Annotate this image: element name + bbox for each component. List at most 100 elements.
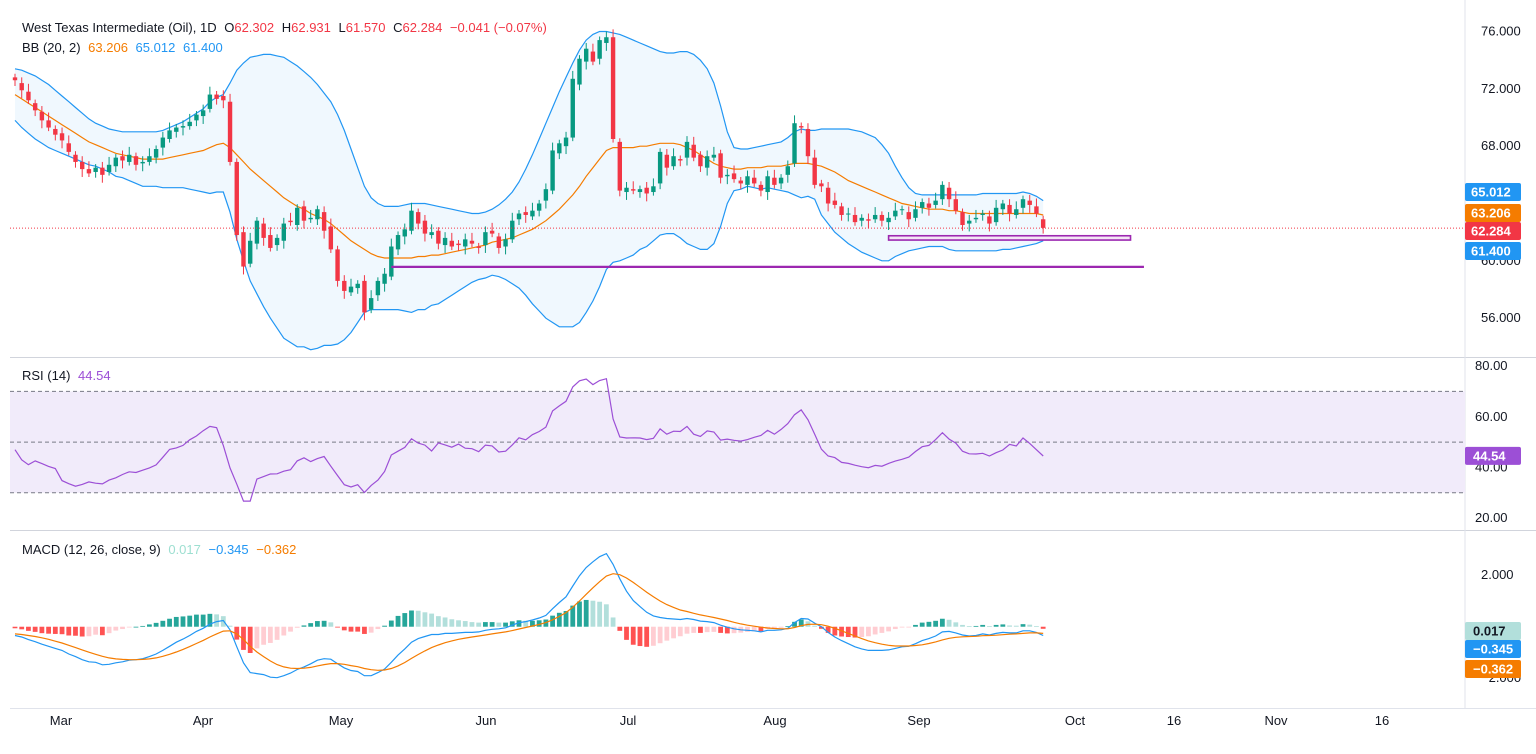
candle [953, 191, 958, 215]
macd-hist-bar [637, 626, 643, 647]
time-tick-label: Nov [1264, 713, 1288, 728]
macd-hist-bar [691, 626, 697, 633]
main-legend: West Texas Intermediate (Oil), 1D O62.30… [22, 19, 551, 37]
macd-hist-bar [718, 626, 723, 633]
symbol-title[interactable]: West Texas Intermediate (Oil), 1D [22, 20, 217, 35]
bb-basis-line [14, 94, 1044, 259]
candle [584, 42, 589, 70]
candle-body [933, 200, 938, 205]
candle-body [846, 213, 851, 215]
candle [644, 182, 649, 202]
candle [301, 200, 307, 229]
candle-body [852, 214, 858, 223]
candle [940, 181, 945, 205]
candle-body [442, 237, 448, 246]
macd-hist-bar [785, 626, 791, 628]
macd-hist-bar [207, 613, 213, 627]
candle-body [738, 180, 743, 184]
ohlc-open: O62.302 [224, 20, 274, 35]
candle [778, 174, 784, 190]
candle [442, 232, 448, 253]
rsi-label[interactable]: RSI (14) [22, 368, 71, 383]
candle [1020, 195, 1026, 214]
candle [362, 275, 367, 321]
candle [32, 99, 38, 117]
bb-label[interactable]: BB (20, 2) [22, 40, 81, 55]
candle [711, 146, 717, 162]
candle [557, 139, 562, 160]
candle [752, 169, 757, 188]
macd-hist-bar [516, 620, 522, 627]
macd-hist-bar [321, 620, 327, 627]
candle [221, 90, 226, 109]
macd-hist-bar [946, 619, 952, 627]
macd-hist-bar [435, 616, 441, 627]
candle-body [1040, 219, 1046, 228]
candle-body [463, 239, 468, 247]
macd-badge-label: −0.345 [1473, 642, 1513, 657]
candle-body [422, 220, 428, 234]
candle-body [402, 229, 407, 237]
macd-hist-bar [825, 626, 831, 633]
candle-body [295, 207, 300, 225]
candle [133, 152, 139, 171]
candle-body [113, 157, 118, 167]
macd-hist-bar [106, 626, 112, 634]
candle-body [429, 232, 434, 236]
macd-label[interactable]: MACD (12, 26, close, 9) [22, 542, 161, 557]
macd-hist-bar [167, 618, 172, 627]
macd-hist-bar [86, 626, 92, 637]
candle [866, 213, 871, 229]
candle-body [664, 154, 670, 168]
macd-hist-bar [523, 620, 529, 627]
macd-hist-bar [368, 626, 374, 633]
candle [725, 169, 730, 185]
ohlc-close: C62.284 [393, 20, 442, 35]
price-badge-label: 61.400 [1471, 244, 1511, 259]
candle-body [799, 126, 804, 128]
macd-hist-bar [409, 610, 414, 627]
candle-body [718, 153, 723, 178]
macd-hist-bar [200, 614, 206, 627]
macd-hist-bar [1027, 624, 1033, 627]
candle [825, 182, 831, 212]
candle-body [227, 101, 233, 162]
candle [436, 227, 441, 250]
candle-body [409, 210, 414, 231]
macd-hist-value: 0.017 [168, 542, 201, 557]
candle-body [254, 220, 260, 244]
bb-basis-value: 63.206 [88, 40, 128, 55]
candle [973, 209, 979, 223]
candle-body [355, 283, 360, 289]
candle [967, 214, 972, 232]
price-badge-label: 65.012 [1471, 185, 1511, 200]
macd-hist-bar [704, 626, 710, 633]
candle [328, 218, 334, 253]
macd-hist-bar [792, 621, 797, 627]
macd-legend: MACD (12, 26, close, 9) 0.017 −0.345 −0.… [22, 541, 300, 559]
candle [570, 70, 575, 142]
candle-body [678, 159, 683, 161]
candle [86, 161, 92, 177]
ohlc-close-key: C [393, 20, 403, 35]
candle-body [147, 156, 152, 162]
macd-hist-bar [341, 626, 347, 631]
candle-body [207, 94, 213, 109]
candle-body [200, 110, 206, 117]
candle-body [893, 210, 898, 217]
candle [758, 181, 764, 197]
macd-hist-bar [52, 626, 58, 634]
candle-body [32, 103, 38, 111]
macd-badge [1465, 640, 1521, 658]
candle [180, 120, 186, 136]
macd-hist-bar [294, 626, 300, 628]
candle-body [66, 143, 71, 152]
candle-body [436, 230, 441, 244]
candle [745, 170, 750, 193]
macd-hist-bar [960, 624, 965, 627]
candle-body [765, 176, 770, 193]
support-box [887, 234, 1132, 241]
candle [657, 148, 663, 190]
rsi-line [14, 377, 1044, 502]
